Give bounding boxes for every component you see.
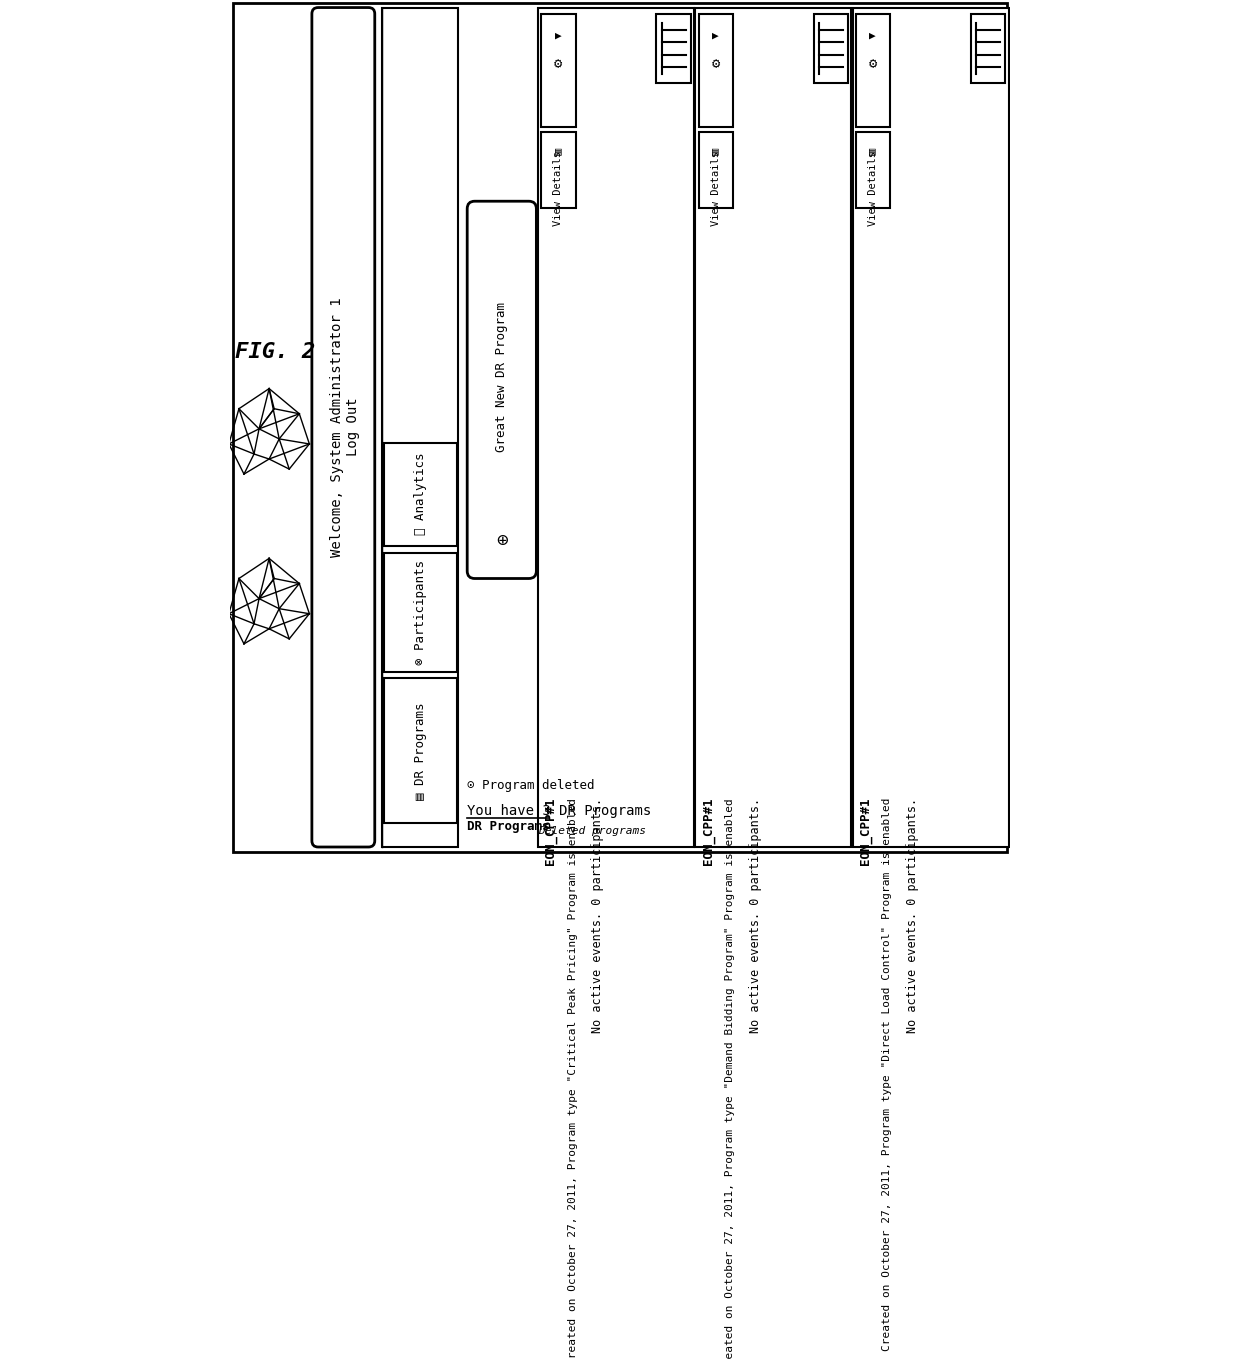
Text: EON_CPP#1: EON_CPP#1 xyxy=(859,798,872,866)
Text: ▶: ▶ xyxy=(869,31,877,41)
Bar xyxy=(383,443,456,546)
Bar xyxy=(813,14,848,83)
Text: EON_CPP#1: EON_CPP#1 xyxy=(544,798,557,866)
Text: View Details: View Details xyxy=(868,151,878,226)
Text: Created on October 27, 2011, Program type "Demand Bidding Program" Program is en: Created on October 27, 2011, Program typ… xyxy=(725,798,735,1359)
Text: ⊗ Participants: ⊗ Participants xyxy=(413,560,427,665)
Text: Created on October 27, 2011, Program type "Direct Load Control" Program is enabl: Created on October 27, 2011, Program typ… xyxy=(882,798,893,1351)
Text: No active events. 0 participants.: No active events. 0 participants. xyxy=(906,798,919,1033)
Text: Created on October 27, 2011, Program type "Critical Peak Pricing" Program is ena: Created on October 27, 2011, Program typ… xyxy=(568,798,578,1359)
Text: FIG. 2: FIG. 2 xyxy=(236,342,315,361)
FancyBboxPatch shape xyxy=(312,8,374,847)
Bar xyxy=(538,8,694,847)
Text: ⚙: ⚙ xyxy=(868,57,877,71)
FancyBboxPatch shape xyxy=(467,201,537,579)
Bar xyxy=(856,14,890,126)
Text: ⚙: ⚙ xyxy=(712,57,719,71)
Bar xyxy=(542,132,577,208)
Text: Welcome, System Administrator 1
Log Out: Welcome, System Administrator 1 Log Out xyxy=(330,298,361,557)
Bar xyxy=(698,14,733,126)
Bar xyxy=(853,8,1008,847)
Text: DR Programs: DR Programs xyxy=(467,819,549,833)
Bar xyxy=(383,678,456,824)
Text: Deleted programs: Deleted programs xyxy=(538,826,646,836)
Text: ▶: ▶ xyxy=(556,31,562,41)
Text: You have 3 DR Programs: You have 3 DR Programs xyxy=(467,805,651,818)
Text: ▶: ▶ xyxy=(712,31,719,41)
Text: EON_CPP#1: EON_CPP#1 xyxy=(702,798,714,866)
Text: ⊕: ⊕ xyxy=(496,531,507,550)
Bar xyxy=(382,8,458,847)
Bar xyxy=(383,553,456,673)
Text: Ⅲ Analytics: Ⅲ Analytics xyxy=(413,453,427,535)
Bar xyxy=(698,132,733,208)
Bar xyxy=(542,14,577,126)
Text: ⚙: ⚙ xyxy=(554,57,563,71)
Bar xyxy=(656,14,691,83)
Text: ▤: ▤ xyxy=(556,145,562,156)
Text: ▤: ▤ xyxy=(869,145,877,156)
Text: ▤ DR Programs: ▤ DR Programs xyxy=(413,703,427,799)
Text: No active events. 0 participants.: No active events. 0 participants. xyxy=(591,798,604,1033)
Text: ▤: ▤ xyxy=(712,145,719,156)
Text: Great New DR Program: Great New DR Program xyxy=(495,302,508,453)
Text: View Details: View Details xyxy=(553,151,563,226)
Bar xyxy=(971,14,1006,83)
Bar xyxy=(696,8,852,847)
Text: No active events. 0 participants.: No active events. 0 participants. xyxy=(749,798,761,1033)
Text: ⊙ Program deleted: ⊙ Program deleted xyxy=(467,779,595,792)
Text: View Details: View Details xyxy=(711,151,720,226)
Bar xyxy=(856,132,890,208)
